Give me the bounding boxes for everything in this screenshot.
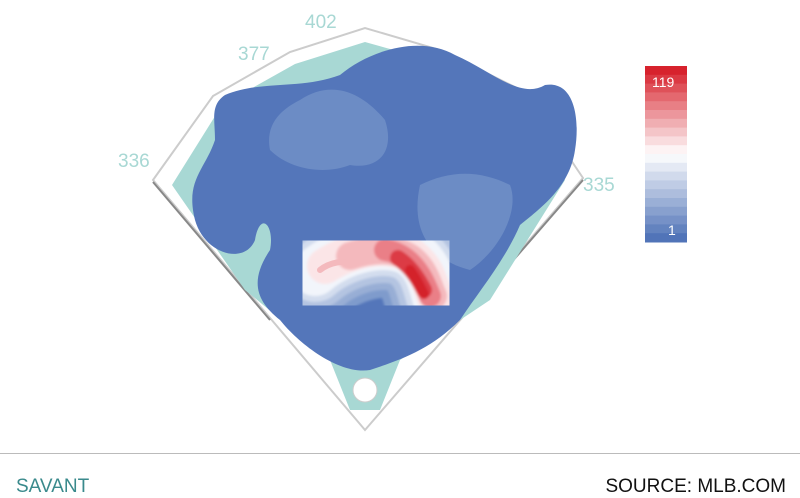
home-plate-area [352, 377, 378, 403]
legend-band [645, 83, 687, 93]
legend-band [645, 66, 687, 76]
legend-band [645, 224, 687, 234]
legend-band [645, 92, 687, 102]
brand-label: SAVANT [16, 476, 90, 497]
density-band-2 [269, 89, 389, 170]
legend-band [645, 110, 687, 120]
legend-max-label: 119 [652, 74, 675, 90]
footer-divider [0, 453, 800, 454]
legend-band [645, 171, 687, 181]
legend-band [645, 206, 687, 217]
legend-band [645, 180, 687, 190]
density-band-white-left [317, 259, 353, 273]
distance-label-left: 336 [118, 151, 150, 172]
legend-band [645, 74, 687, 85]
legend-band [645, 145, 687, 155]
density-core [263, 194, 489, 352]
legend-band [645, 162, 687, 173]
legend-band [645, 198, 687, 208]
distance-label-left-center: 377 [238, 44, 270, 65]
color-legend [645, 66, 687, 243]
legend-band [645, 127, 687, 137]
legend-band [645, 233, 687, 243]
foul-line-left [152, 181, 271, 321]
legend-band [645, 215, 687, 225]
legend-min-label: 1 [668, 222, 676, 238]
distance-label-center: 402 [305, 12, 337, 33]
legend-band [645, 101, 687, 111]
source-label: SOURCE: MLB.COM [605, 476, 786, 497]
legend-band [645, 189, 687, 199]
legend-band [645, 136, 687, 146]
legend-band [645, 154, 687, 164]
legend-band [645, 118, 687, 129]
distance-label-right: 335 [583, 175, 615, 196]
